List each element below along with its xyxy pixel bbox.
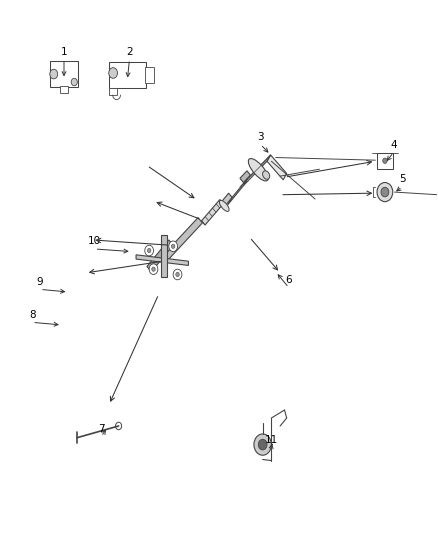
- Polygon shape: [267, 155, 287, 180]
- Circle shape: [383, 158, 387, 164]
- Bar: [145, 67, 154, 83]
- Polygon shape: [160, 217, 202, 264]
- Circle shape: [176, 272, 179, 277]
- Bar: [109, 88, 117, 95]
- Bar: [109, 62, 146, 88]
- Polygon shape: [147, 240, 173, 272]
- Ellipse shape: [248, 158, 268, 181]
- Circle shape: [258, 439, 267, 450]
- Text: 4: 4: [390, 140, 397, 150]
- Circle shape: [152, 267, 155, 271]
- Bar: [50, 61, 78, 87]
- Circle shape: [377, 182, 393, 201]
- Polygon shape: [136, 255, 188, 265]
- Text: 5: 5: [399, 174, 406, 184]
- Circle shape: [171, 244, 175, 248]
- Circle shape: [148, 248, 151, 253]
- Circle shape: [254, 434, 272, 455]
- Text: 9: 9: [37, 277, 43, 287]
- Bar: [60, 86, 68, 93]
- Polygon shape: [244, 155, 271, 185]
- Polygon shape: [228, 179, 247, 205]
- Polygon shape: [201, 199, 223, 225]
- Circle shape: [381, 187, 389, 197]
- Circle shape: [169, 241, 177, 252]
- Ellipse shape: [263, 171, 270, 179]
- Bar: [377, 153, 393, 168]
- Text: 2: 2: [126, 46, 133, 56]
- Text: 11: 11: [265, 434, 278, 445]
- Circle shape: [71, 78, 78, 86]
- Text: 10: 10: [88, 236, 101, 246]
- Circle shape: [116, 422, 122, 430]
- Text: 6: 6: [286, 275, 292, 285]
- Text: 7: 7: [98, 424, 104, 434]
- Circle shape: [145, 245, 153, 256]
- Circle shape: [149, 264, 158, 274]
- Circle shape: [173, 269, 182, 280]
- Text: 8: 8: [29, 310, 35, 320]
- Circle shape: [50, 69, 58, 79]
- Ellipse shape: [219, 200, 229, 212]
- Circle shape: [109, 68, 117, 78]
- Polygon shape: [220, 193, 232, 208]
- Text: 3: 3: [257, 132, 264, 142]
- Text: 1: 1: [61, 46, 67, 56]
- Polygon shape: [240, 171, 251, 182]
- Polygon shape: [161, 235, 166, 277]
